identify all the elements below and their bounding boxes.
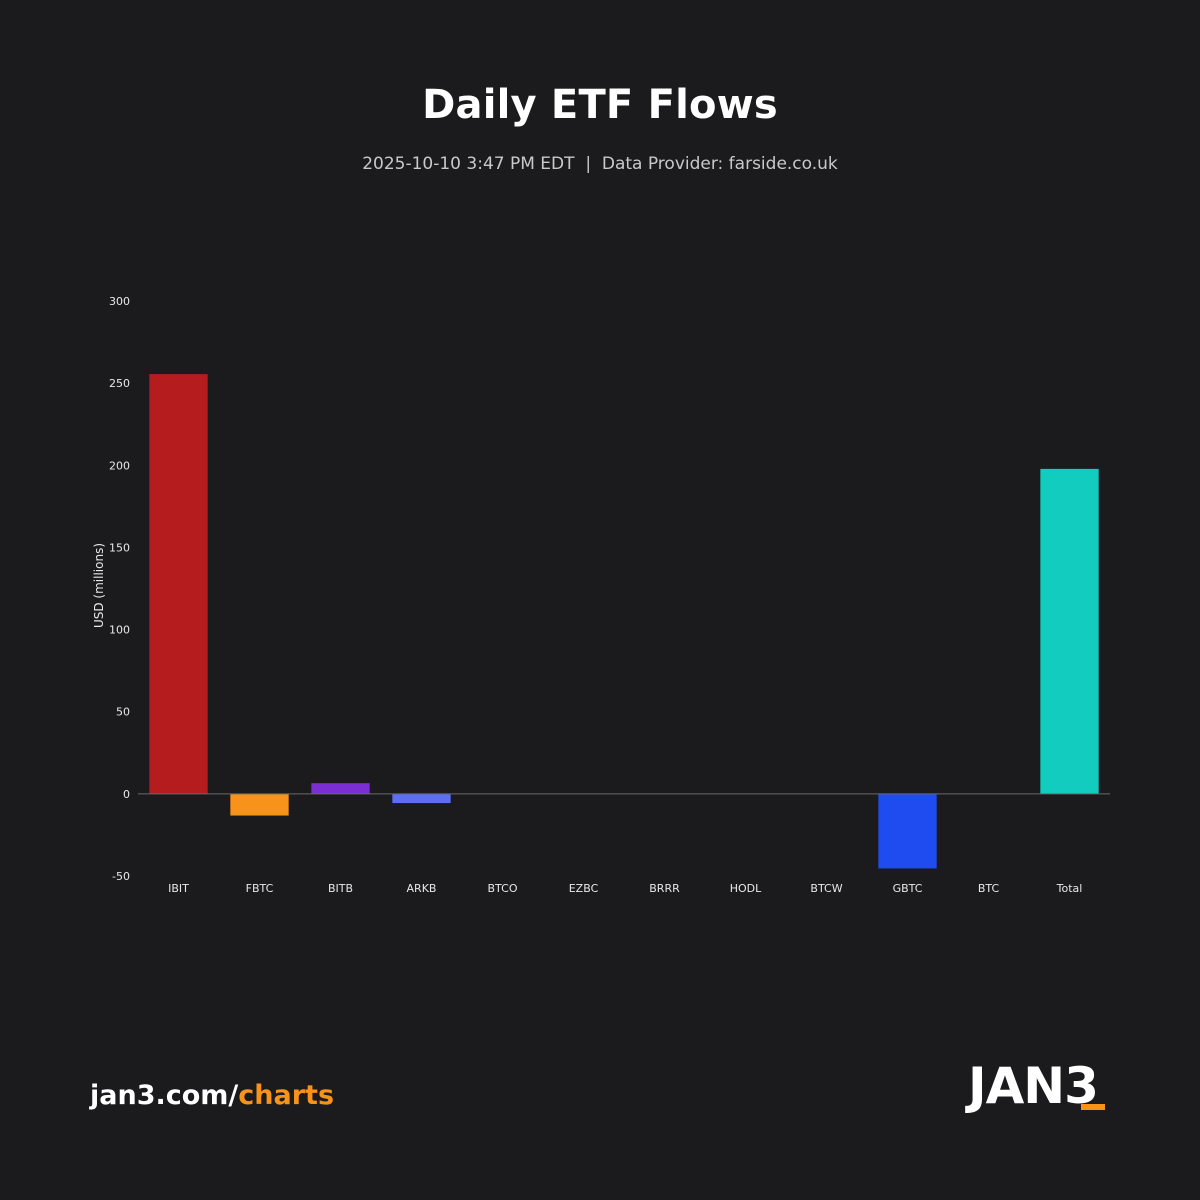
x-axis-ticks: IBIT FBTC BITB ARKB BTCO EZBC BRRR HODL BTCW GBTC… — [168, 882, 1082, 895]
x-tick-label-ibit: IBIT — [168, 882, 189, 895]
y-axis-label: USD (millions) — [92, 543, 106, 628]
footer-url-accent: charts — [238, 1080, 335, 1111]
y-tick-label: 50 — [116, 706, 130, 719]
y-tick-label: 150 — [109, 541, 130, 554]
bar-arkb — [392, 793, 451, 804]
footer-url-prefix: jan3.com/ — [90, 1080, 239, 1111]
y-tick-label: 0 — [123, 788, 130, 801]
x-tick-label-ezbc: EZBC — [569, 882, 599, 895]
x-tick-label-btco: BTCO — [488, 882, 518, 895]
chart-subtitle: 2025-10-10 3:47 PM EDT | Data Provider: … — [362, 154, 838, 174]
jan3-logo: JAN3 — [968, 1050, 1113, 1114]
logo-accent-bar — [1081, 1104, 1105, 1110]
y-tick-label: 250 — [109, 377, 130, 390]
x-tick-label-fbtc: FBTC — [246, 882, 274, 895]
x-tick-label-btcw: BTCW — [810, 882, 842, 895]
x-tick-label-bitb: BITB — [328, 882, 353, 895]
bar-gbtc — [878, 793, 937, 869]
bar-ibit — [149, 374, 208, 794]
y-tick-label: 200 — [109, 459, 130, 472]
x-tick-label-arkb: ARKB — [407, 882, 437, 895]
bar-total — [1040, 468, 1099, 794]
bar-fbtc — [230, 793, 289, 816]
y-tick-label: 300 — [109, 295, 130, 308]
footer-link[interactable]: jan3.com/charts — [90, 1080, 334, 1111]
bars-group — [149, 374, 1099, 869]
x-tick-label-total: Total — [1056, 882, 1083, 895]
bar-bitb — [311, 783, 370, 794]
x-tick-label-brrr: BRRR — [649, 882, 680, 895]
chart-title: Daily ETF Flows — [422, 82, 778, 128]
x-tick-label-hodl: HODL — [730, 882, 762, 895]
logo-text: JAN3 — [968, 1057, 1099, 1115]
y-axis-ticks: 300 250 200 150 100 50 0 -50 — [109, 295, 130, 883]
x-tick-label-gbtc: GBTC — [893, 882, 923, 895]
x-tick-label-btc: BTC — [978, 882, 1000, 895]
y-tick-label: -50 — [112, 870, 130, 883]
y-tick-label: 100 — [109, 624, 130, 637]
